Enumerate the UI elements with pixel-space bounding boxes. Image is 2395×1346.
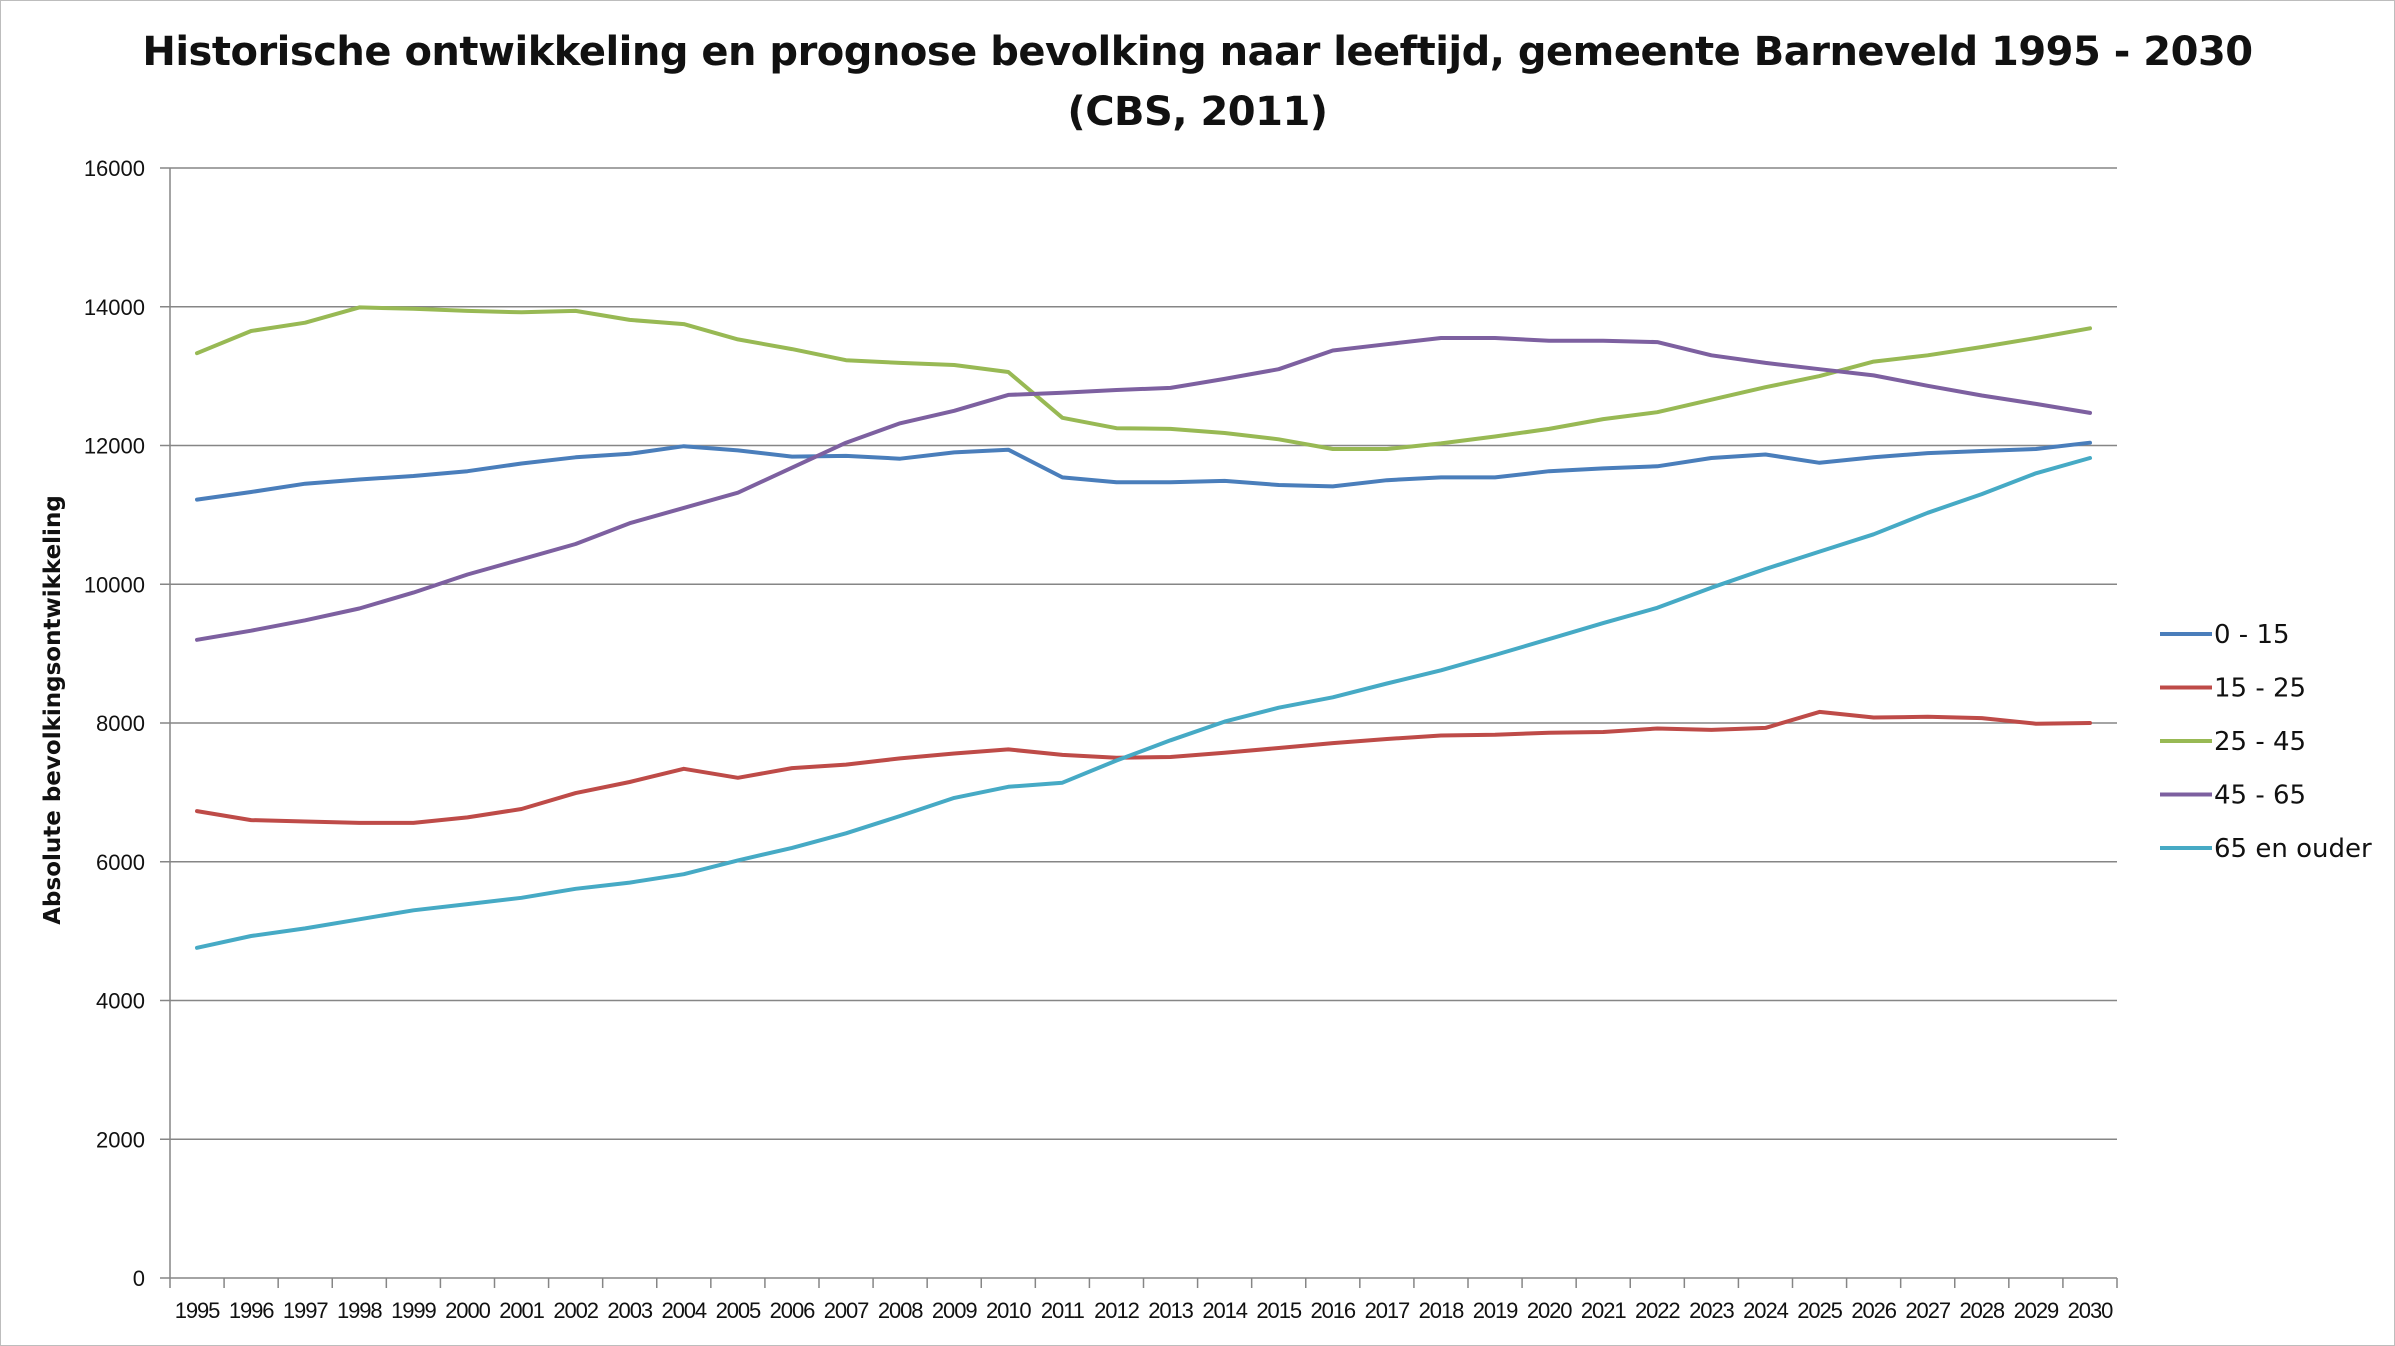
x-tick-label: 2018 bbox=[1419, 1298, 1464, 1323]
x-tick-label: 2008 bbox=[878, 1298, 923, 1323]
series-line bbox=[195, 440, 2092, 502]
x-tick-label: 1999 bbox=[391, 1298, 436, 1323]
gridlines bbox=[170, 167, 2117, 1140]
chart-title-line1: Historische ontwikkeling en prognose bev… bbox=[142, 29, 2253, 75]
x-tick-label: 2027 bbox=[1905, 1298, 1950, 1323]
x-tick-label: 2009 bbox=[932, 1298, 977, 1323]
x-tick-label: 2025 bbox=[1797, 1298, 1842, 1323]
legend-label: 25 - 45 bbox=[2214, 727, 2306, 757]
y-tick-label: 0 bbox=[133, 1266, 145, 1291]
x-tick-labels: 1995 1996 1997 1998 1999 2000 2001 2002 2003 2004… bbox=[175, 1298, 2114, 1323]
legend-label: 0 - 15 bbox=[2214, 620, 2290, 650]
y-tick-label: 4000 bbox=[96, 989, 145, 1014]
y-tick-label: 8000 bbox=[96, 711, 145, 736]
legend-label: 15 - 25 bbox=[2214, 674, 2306, 704]
x-tick-label: 2021 bbox=[1581, 1298, 1626, 1323]
x-tick-label: 2012 bbox=[1094, 1298, 1139, 1323]
x-tick-label: 2004 bbox=[662, 1298, 707, 1323]
y-tick-label: 12000 bbox=[84, 434, 145, 459]
series-line bbox=[195, 305, 2092, 451]
x-tick-label: 2000 bbox=[445, 1298, 490, 1323]
x-tick-label: 1997 bbox=[283, 1298, 328, 1323]
y-tick-label: 10000 bbox=[84, 572, 145, 597]
legend: 0 - 15 15 - 25 25 - 45 45 - 65 65 en ouder bbox=[2160, 620, 2372, 864]
x-tick-label: 2015 bbox=[1256, 1298, 1301, 1323]
x-tick-label: 2030 bbox=[2068, 1298, 2113, 1323]
x-tick-label: 1998 bbox=[337, 1298, 382, 1323]
legend-label: 65 en ouder bbox=[2214, 834, 2372, 864]
x-tick-label: 2014 bbox=[1202, 1298, 1247, 1323]
x-tick-label: 2005 bbox=[716, 1298, 761, 1323]
chart-title: Historische ontwikkeling en prognose bev… bbox=[0, 22, 2395, 142]
x-tick-label: 2001 bbox=[499, 1298, 544, 1323]
x-tick-label: 2002 bbox=[553, 1298, 598, 1323]
y-tick-label: 14000 bbox=[84, 295, 145, 320]
x-tick-label: 2013 bbox=[1148, 1298, 1193, 1323]
series-line bbox=[195, 456, 2092, 950]
series-line bbox=[195, 336, 2092, 642]
y-tick-label: 6000 bbox=[96, 850, 145, 875]
x-tick-label: 2020 bbox=[1527, 1298, 1572, 1323]
x-tick-label: 2011 bbox=[1041, 1298, 1085, 1323]
axes bbox=[160, 167, 2118, 1288]
x-tick-label: 1995 bbox=[175, 1298, 220, 1323]
x-tick-label: 2023 bbox=[1689, 1298, 1734, 1323]
x-tick-label: 2016 bbox=[1311, 1298, 1356, 1323]
y-tick-labels: 0 2000 4000 6000 8000 10000 12000 14000 16000 bbox=[84, 156, 145, 1291]
series-line bbox=[195, 709, 2092, 825]
x-tick-label: 2029 bbox=[2014, 1298, 2059, 1323]
chart-subtitle: (CBS, 2011) bbox=[1067, 89, 1328, 135]
x-tick-label: 2006 bbox=[770, 1298, 815, 1323]
x-tick-label: 2017 bbox=[1365, 1298, 1410, 1323]
x-tick-label: 2019 bbox=[1473, 1298, 1518, 1323]
legend-label: 45 - 65 bbox=[2214, 781, 2306, 811]
x-tick-label: 2024 bbox=[1743, 1298, 1788, 1323]
x-tick-label: 2028 bbox=[1960, 1298, 2005, 1323]
x-tick-label: 2007 bbox=[824, 1298, 869, 1323]
x-tick-label: 2010 bbox=[986, 1298, 1031, 1323]
series-lines bbox=[195, 305, 2092, 950]
y-tick-label: 2000 bbox=[96, 1127, 145, 1152]
y-axis-label: Absolute bevolkingsontwikkeling bbox=[40, 495, 66, 925]
y-tick-label: 16000 bbox=[84, 156, 145, 181]
x-tick-label: 2022 bbox=[1635, 1298, 1680, 1323]
x-tick-label: 2003 bbox=[607, 1298, 652, 1323]
x-tick-label: 2026 bbox=[1851, 1298, 1896, 1323]
x-tick-label: 1996 bbox=[229, 1298, 274, 1323]
